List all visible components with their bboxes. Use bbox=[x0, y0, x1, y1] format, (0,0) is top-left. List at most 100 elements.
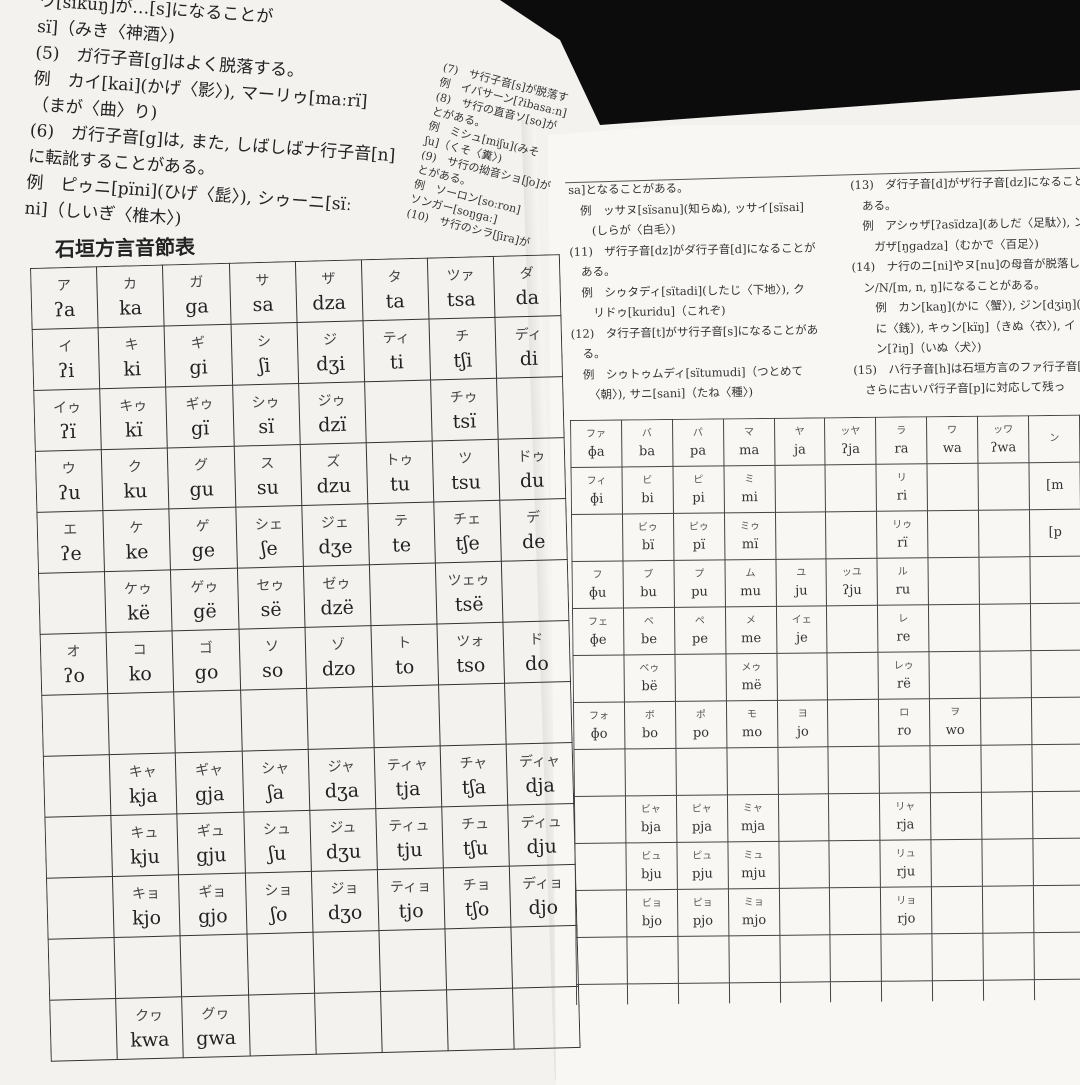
syllable-cell: ピ pi bbox=[672, 465, 725, 514]
syllable-cell: ヨ jo bbox=[777, 699, 829, 748]
phonetic: ʔu bbox=[57, 481, 81, 505]
syllable-cell: ギャ gja bbox=[175, 751, 244, 814]
syllable-cell: シゥ sï bbox=[232, 383, 300, 447]
phonetic: kï bbox=[124, 419, 143, 442]
phonetic: mi bbox=[741, 490, 758, 506]
kana: ジャ bbox=[327, 758, 356, 776]
phonetic: mja bbox=[740, 818, 766, 835]
phonetic: ʃo bbox=[270, 903, 288, 926]
syllable-cell bbox=[979, 650, 1032, 699]
phonetic: tʃo bbox=[464, 898, 490, 921]
kana: ピュ bbox=[692, 850, 713, 862]
syllable-cell: チュ tʃu bbox=[441, 805, 510, 868]
phonetic: su bbox=[256, 476, 280, 500]
phonetic: sï bbox=[258, 415, 275, 439]
phonetic: tso bbox=[456, 654, 486, 677]
syllable-cell: リュ rju bbox=[880, 839, 932, 888]
syllable-cell: ピュ pju bbox=[676, 841, 729, 890]
phonetic: bu bbox=[640, 585, 657, 601]
syllable-cell bbox=[38, 571, 106, 635]
syllable-cell: オ ʔo bbox=[40, 632, 108, 696]
text-line: 〈朝〉), サニ[sani]（たね〈種〉) bbox=[571, 384, 754, 402]
syllable-cell: リョ rjo bbox=[880, 886, 932, 935]
syllable-cell bbox=[48, 937, 116, 1001]
phonetic: rë bbox=[896, 676, 911, 692]
phonetic: dzo bbox=[321, 657, 356, 681]
phonetic: ro bbox=[897, 723, 912, 739]
table-row: フ ɸu ブ bu プ pu ム mu ユ ju ッユ ʔju ル ru bbox=[571, 556, 1080, 609]
phonetic: te bbox=[391, 534, 412, 557]
phonetic: tsï bbox=[452, 410, 477, 433]
kana: バ bbox=[641, 428, 652, 440]
kana: モ bbox=[746, 709, 757, 721]
kana: ベ bbox=[643, 616, 654, 628]
phonetic: ʃa bbox=[267, 781, 285, 804]
syllable-cell bbox=[827, 652, 879, 700]
syllable-cell bbox=[1031, 697, 1080, 745]
syllable-cell: グヮ gwa bbox=[181, 995, 250, 1058]
syllable-cell: レゥ rë bbox=[878, 651, 930, 700]
kana: シェ bbox=[254, 516, 284, 534]
syllable-cell: ク ku bbox=[101, 447, 170, 511]
table-row: ビャ bja ピャ pja ミャ mja リャ rja bbox=[574, 791, 1080, 844]
kana: ウ bbox=[61, 460, 76, 478]
kana: ラ bbox=[896, 425, 907, 437]
syllable-cell: クヮ kwa bbox=[115, 996, 184, 1060]
syllable-cell bbox=[501, 559, 569, 623]
syllable-cell: フェ ɸe bbox=[572, 607, 624, 656]
syllable-cell bbox=[775, 511, 827, 560]
syllable-cell: ワ wa bbox=[926, 416, 978, 464]
phonetic: më bbox=[741, 678, 762, 694]
phonetic: bë bbox=[641, 679, 658, 695]
syllable-cell: ッワ ʔwa bbox=[977, 415, 1030, 464]
kana: ビョ bbox=[641, 898, 662, 910]
phonetic: mo bbox=[741, 725, 763, 741]
phonetic: dʒi bbox=[315, 352, 346, 376]
syllable-cell: ガ ga bbox=[162, 263, 231, 327]
text-line: 例 アシゥザ[ʔasïdza](あしだ〈足駄〉), ン bbox=[850, 214, 1080, 234]
syllable-cell: ディャ dja bbox=[505, 742, 574, 806]
kana: ギョ bbox=[198, 884, 227, 901]
syllable-cell: ミャ mja bbox=[727, 794, 779, 842]
syllable-cell: ツ tsu bbox=[431, 439, 500, 503]
syllable-cell bbox=[778, 840, 830, 889]
text-line: (11) ザ行子音[dz]がダ行子音[d]になることが bbox=[569, 240, 816, 259]
phonetic: be bbox=[640, 632, 658, 648]
syllable-cell: キュ kju bbox=[110, 813, 179, 877]
syllable-cell bbox=[1033, 838, 1080, 886]
kana: イゥ bbox=[52, 399, 82, 417]
phonetic: ru bbox=[895, 582, 911, 598]
syllable-cell: ジュ dʒu bbox=[309, 808, 378, 872]
phonetic: pju bbox=[692, 866, 713, 882]
phonetic: pi bbox=[692, 490, 705, 506]
syllable-cell: ダ da bbox=[493, 254, 561, 318]
kana: ミョ bbox=[743, 896, 764, 909]
table-row: ビョ bjo ピョ pjo ミョ mjo リョ rjo bbox=[575, 885, 1080, 938]
syllable-cell: ディュ dju bbox=[507, 803, 576, 867]
phonetic: dʒo bbox=[327, 901, 363, 925]
kana: クヮ bbox=[134, 1007, 164, 1025]
syllable-cell bbox=[41, 693, 110, 757]
syllable-cell bbox=[776, 652, 828, 701]
right-text-column-1: sa]となることがある。 例 ッサヌ[sïsanu](知らぬ), ッサイ[sïs… bbox=[568, 176, 819, 406]
syllable-cell: フォ ɸo bbox=[573, 701, 625, 750]
text-line: 例 ッサヌ[sïsanu](知らぬ), ッサイ[sïsai] bbox=[568, 199, 805, 218]
phonetic: ja bbox=[793, 442, 806, 458]
syllable-cell: ドゥ du bbox=[497, 437, 566, 501]
syllable-cell: シャ ʃa bbox=[241, 749, 310, 813]
phonetic: ʔju bbox=[842, 582, 862, 599]
phonetic: ba bbox=[638, 444, 656, 460]
phonetic: ʔe bbox=[59, 542, 82, 566]
kana: ピャ bbox=[691, 803, 712, 815]
syllable-cell: ミゥ mï bbox=[724, 512, 776, 560]
syllable-cell bbox=[314, 991, 382, 1055]
kana: エ bbox=[63, 521, 78, 539]
phonetic: kja bbox=[128, 784, 159, 808]
phonetic: du bbox=[519, 469, 545, 493]
phonetic: dʒe bbox=[318, 535, 353, 559]
kana: ボ bbox=[644, 710, 655, 722]
syllable-cell bbox=[1033, 885, 1080, 933]
kana: ミャ bbox=[742, 803, 763, 815]
syllable-cell: リゥ rï bbox=[876, 510, 928, 559]
syllable-cell bbox=[627, 983, 679, 1005]
